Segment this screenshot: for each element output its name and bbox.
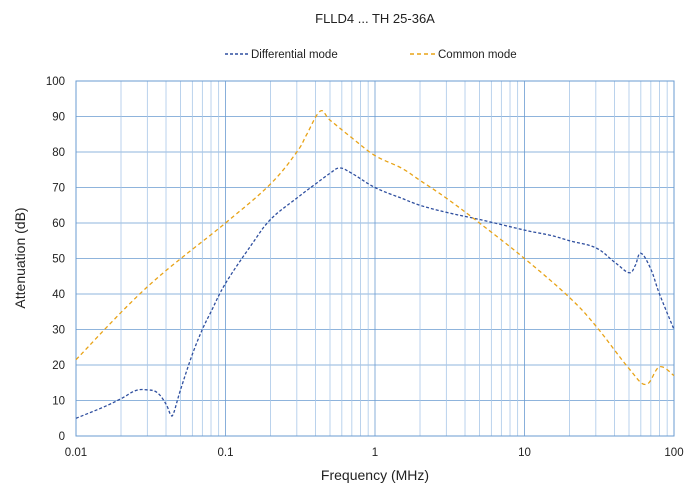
x-tick-label: 0.1: [218, 447, 234, 459]
y-axis-ticks: 0 10 20 30 40 50 60 70 80 90 100: [46, 76, 65, 443]
y-tick-label: 20: [52, 360, 65, 372]
y-tick-label: 0: [59, 431, 65, 443]
y-tick-label: 100: [46, 76, 65, 88]
y-tick-label: 80: [52, 147, 65, 159]
y-tick-label: 90: [52, 112, 65, 124]
chart-title: FLLD4 ... TH 25-36A: [315, 11, 435, 26]
y-tick-label: 60: [52, 218, 65, 230]
y-tick-label: 30: [52, 325, 65, 337]
x-tick-label: 1: [372, 447, 378, 459]
y-axis-label: Attenuation (dB): [12, 207, 28, 308]
x-axis-ticks: 0.01 0.1 1 10 100: [65, 447, 684, 459]
legend: Differential mode Common mode: [225, 49, 517, 61]
x-tick-label: 0.01: [65, 447, 87, 459]
legend-label-differential: Differential mode: [251, 49, 338, 61]
y-tick-label: 10: [52, 396, 65, 408]
x-tick-label: 10: [518, 447, 531, 459]
x-tick-label: 100: [664, 447, 683, 459]
y-tick-label: 70: [52, 183, 65, 195]
x-axis-label: Frequency (MHz): [321, 467, 429, 483]
y-tick-label: 40: [52, 289, 65, 301]
grid: [76, 81, 674, 436]
legend-label-common: Common mode: [438, 49, 517, 61]
y-tick-label: 50: [52, 254, 65, 266]
